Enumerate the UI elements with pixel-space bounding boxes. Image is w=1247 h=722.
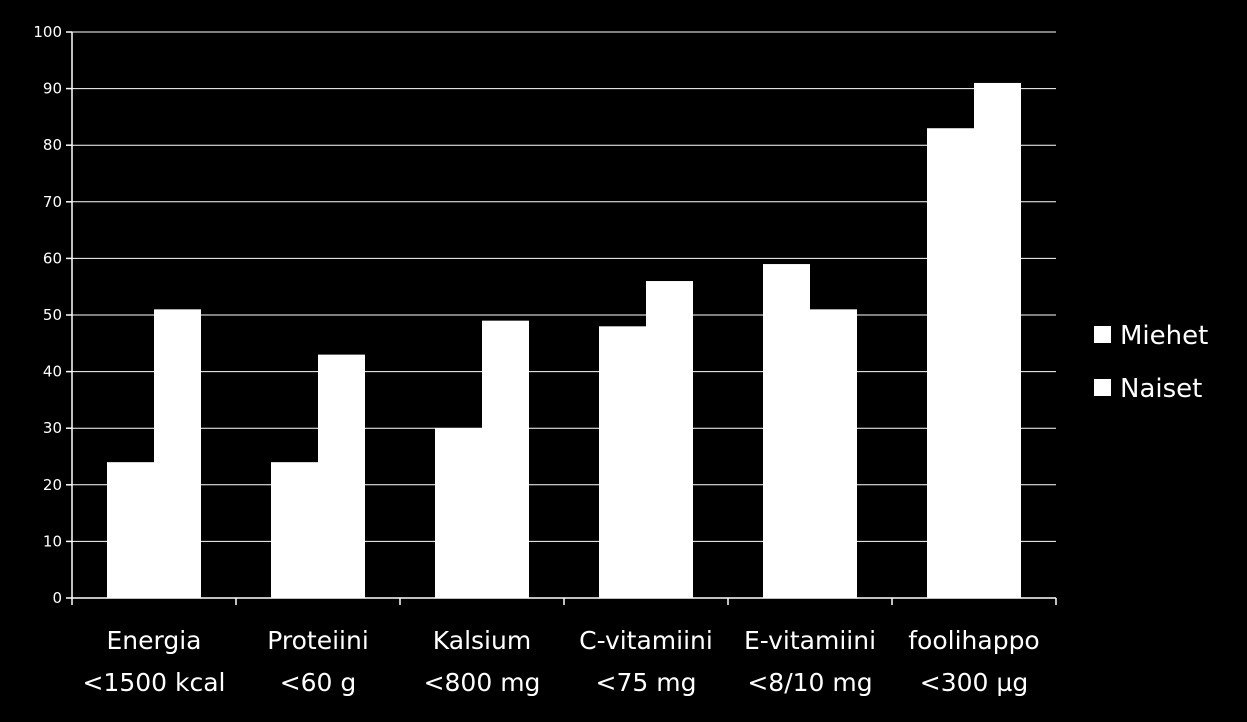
- x-category-label: E-vitamiini: [744, 626, 876, 655]
- bar-naiset-2: [482, 320, 529, 598]
- x-category-label: Kalsium: [433, 626, 531, 655]
- legend-label-naiset: Naiset: [1120, 374, 1202, 404]
- bar-naiset-5: [974, 82, 1021, 598]
- bar-miehet-0: [107, 462, 154, 598]
- x-category-label: <300 µg: [920, 668, 1028, 697]
- bar-miehet-5: [927, 128, 974, 598]
- y-tick-label: 70: [43, 193, 62, 211]
- bar-naiset-4: [810, 309, 857, 598]
- x-category-label: <75 mg: [596, 668, 697, 697]
- y-tick-label: 100: [33, 23, 62, 41]
- y-tick-label: 0: [52, 589, 62, 607]
- bars: [107, 82, 1021, 598]
- x-category-label: C-vitamiini: [579, 626, 713, 655]
- legend-swatch-miehet: [1094, 326, 1111, 343]
- legend-swatch-naiset: [1094, 379, 1111, 396]
- y-tick-label: 60: [43, 249, 62, 267]
- x-category-label: Proteiini: [267, 626, 369, 655]
- y-tick-label: 40: [43, 363, 62, 381]
- legend: Miehet Naiset: [1094, 321, 1208, 404]
- bar-miehet-1: [271, 462, 318, 598]
- bar-naiset-0: [154, 309, 201, 598]
- x-category-label: <1500 kcal: [82, 668, 225, 697]
- legend-label-miehet: Miehet: [1120, 321, 1208, 351]
- y-tick-label: 90: [43, 80, 62, 98]
- y-tick-label: 10: [43, 532, 62, 550]
- y-axis-ticks: 0 10 20 30 40 50 60 70 80 90 100: [33, 23, 72, 607]
- bar-miehet-2: [435, 428, 482, 598]
- x-axis-categories: Energia <1500 kcal Proteiini <60 g Kalsium <8…: [71, 598, 1057, 697]
- bar-naiset-1: [318, 354, 365, 598]
- gridlines: [72, 31, 1056, 542]
- y-tick-label: 80: [43, 136, 62, 154]
- x-category-label: <800 mg: [424, 668, 541, 697]
- x-category-label: Energia: [107, 626, 202, 655]
- x-category-label: <8/10 mg: [747, 668, 872, 697]
- bar-miehet-3: [599, 326, 646, 598]
- bar-miehet-4: [763, 264, 810, 598]
- x-category-label: <60 g: [280, 668, 357, 697]
- y-tick-label: 20: [43, 476, 62, 494]
- y-tick-label: 30: [43, 419, 62, 437]
- bar-naiset-3: [646, 281, 693, 598]
- y-tick-label: 50: [43, 306, 62, 324]
- x-category-label: foolihappo: [908, 626, 1039, 655]
